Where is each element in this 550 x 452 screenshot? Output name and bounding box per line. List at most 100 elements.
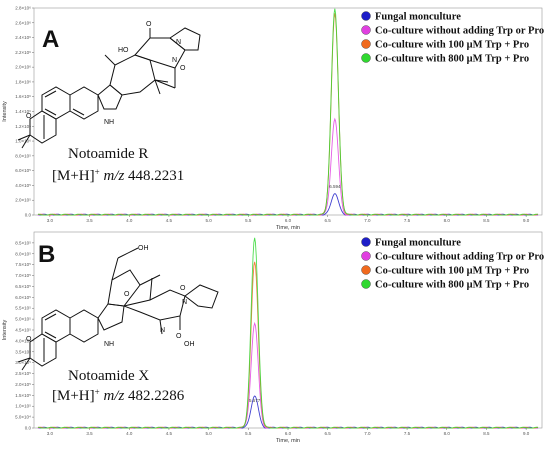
- legend-swatch-b-1: [361, 251, 371, 261]
- y-tick-label-b: 1.5×10⁵: [15, 393, 31, 398]
- notoamide-r-structure-image: HO O NH O N O N: [17, 21, 201, 149]
- svg-text:O: O: [180, 285, 186, 292]
- x-tick-label-a: 5.5: [245, 218, 252, 223]
- x-tick-label-b: 8.0: [444, 431, 451, 436]
- y-tick-label-b: 5.0×10⁵: [15, 317, 31, 322]
- y-tick-label-a: 4.0×10⁵: [15, 183, 31, 188]
- x-tick-label-a: 5.0: [205, 218, 212, 223]
- x-tick-label-b: 4.0: [126, 431, 133, 436]
- y-tick-label-b: 5.0×10⁴: [15, 415, 31, 420]
- legend-label-b-2: Co-culture with 100 μM Trp + Pro: [375, 266, 529, 277]
- peak-label-a: 6.594: [329, 184, 341, 189]
- y-tick-label-a: 8.0×10⁵: [15, 153, 31, 158]
- notoamide-x-structure-image: OH O NH O O N N O OH: [17, 245, 219, 371]
- svg-text:O: O: [26, 113, 32, 120]
- y-tick-label-b: 6.5×10⁵: [15, 284, 31, 289]
- legend-label-a-1: Co-culture without adding Trp or Pro: [375, 26, 544, 37]
- x-tick-label-a: 7.5: [404, 218, 411, 223]
- x-tick-label-b: 7.0: [364, 431, 371, 436]
- legend-label-b-0: Fungal monculture: [375, 238, 461, 249]
- y-tick-label-a: 2.4×10⁶: [15, 35, 31, 40]
- y-tick-label-b: 4.5×10⁵: [15, 328, 31, 333]
- y-tick-label-a: 2.0×10⁶: [15, 65, 31, 70]
- panel-letter-b: B: [38, 241, 55, 268]
- x-tick-label-a: 8.0: [444, 218, 451, 223]
- y-tick-label-b: 1.0×10⁵: [15, 404, 31, 409]
- y-tick-label-a: 6.0×10⁵: [15, 168, 31, 173]
- legend-swatch-a-0: [361, 11, 371, 21]
- x-tick-label-a: 4.5: [166, 218, 173, 223]
- y-tick-label-a: 1.4×10⁶: [15, 109, 31, 114]
- x-tick-label-a: 3.0: [47, 218, 54, 223]
- x-tick-label-b: 6.0: [285, 431, 292, 436]
- svg-text:O: O: [146, 21, 152, 28]
- panel-b: 3.0 3.5 4.0 4.5 5.0 5.5 6.0 6.5 7.0 7.5 8.0 8.5 9.0 0…: [2, 231, 544, 444]
- legend-label-b-3: Co-culture with 800 μM Trp + Pro: [375, 280, 529, 291]
- x-tick-label-a: 9.0: [523, 218, 530, 223]
- y-tick-label-a: 1.2×10⁶: [15, 124, 31, 129]
- y-tick-label-b: 0.0: [25, 426, 32, 431]
- series-trace-b-3: [37, 237, 539, 429]
- compound-name-b: Notoamide X: [68, 368, 149, 384]
- svg-text:N: N: [182, 299, 187, 306]
- y-tick-label-a: 2.0×10⁵: [15, 198, 31, 203]
- y-tick-label-a: 0.0: [25, 213, 32, 218]
- y-tick-label-b: 5.5×10⁵: [15, 306, 31, 311]
- x-tick-label-a: 7.0: [364, 218, 371, 223]
- panel-letter-a: A: [42, 26, 59, 53]
- x-tick-label-b: 3.0: [47, 431, 54, 436]
- legend-swatch-b-2: [361, 265, 371, 275]
- peak-label-b: 5.577: [249, 398, 261, 403]
- svg-text:OH: OH: [138, 245, 149, 252]
- y-tick-label-b: 2.5×10⁵: [15, 371, 31, 376]
- x-tick-label-b: 6.5: [325, 431, 332, 436]
- x-tick-label-a: 3.5: [86, 218, 93, 223]
- svg-text:N: N: [176, 39, 181, 46]
- x-axis-label-b: Time, min: [276, 438, 300, 444]
- x-tick-label-b: 8.5: [483, 431, 490, 436]
- y-tick-label-a: 2.8×10⁶: [15, 6, 31, 11]
- y-tick-label-b: 7.0×10⁵: [15, 273, 31, 278]
- svg-text:O: O: [180, 65, 186, 72]
- x-tick-label-a: 4.0: [126, 218, 133, 223]
- svg-text:OH: OH: [184, 341, 195, 348]
- x-tick-label-b: 9.0: [523, 431, 530, 436]
- ion-mass-b: [M+H]+ m/z 482.2286: [52, 387, 185, 404]
- series-trace-a-3: [37, 8, 539, 216]
- y-tick-label-a: 1.6×10⁶: [15, 94, 31, 99]
- series-trace-a-0: [37, 193, 539, 216]
- ion-mass-a: [M+H]+ m/z 448.2231: [52, 167, 184, 184]
- compound-name-a: Notoamide R: [68, 146, 148, 162]
- y-tick-label-b: 8.0×10⁵: [15, 251, 31, 256]
- y-tick-label-a: 2.2×10⁶: [15, 50, 31, 55]
- legend-swatch-a-3: [361, 53, 371, 63]
- x-tick-label-a: 6.0: [285, 218, 292, 223]
- svg-text:O: O: [26, 336, 32, 343]
- svg-text:NH: NH: [104, 341, 114, 348]
- legend-swatch-b-0: [361, 237, 371, 247]
- chromatogram-plot-b: 3.0 3.5 4.0 4.5 5.0 5.5 6.0 6.5 7.0 7.5 8.0 8.5 9.0 0…: [2, 231, 543, 444]
- legend-label-a-3: Co-culture with 800 μM Trp + Pro: [375, 54, 529, 65]
- svg-text:N: N: [172, 57, 177, 64]
- y-tick-label-b: 2.0×10⁵: [15, 382, 31, 387]
- legend-swatch-a-1: [361, 25, 371, 35]
- y-tick-label-b: 4.0×10⁵: [15, 338, 31, 343]
- x-tick-label-b: 4.5: [166, 431, 173, 436]
- y-axis-label-a: Intensity: [2, 101, 8, 122]
- y-tick-label-b: 3.5×10⁵: [15, 349, 31, 354]
- legend-b: Fungal monculture Co-culture without addi…: [361, 237, 544, 291]
- panel-a: 3.0 3.5 4.0 4.5 5.0 5.5 6.0 6.5 7.0 7.5 8.0 8.5 9.0 0…: [2, 6, 544, 232]
- legend-label-a-0: Fungal monculture: [375, 12, 461, 23]
- y-tick-label-b: 6.0×10⁵: [15, 295, 31, 300]
- x-tick-label-a: 6.5: [325, 218, 332, 223]
- x-tick-label-b: 7.5: [404, 431, 411, 436]
- y-tick-label-b: 3.0×10⁵: [15, 360, 31, 365]
- x-tick-label-b: 5.0: [205, 431, 212, 436]
- legend-label-b-1: Co-culture without adding Trp or Pro: [375, 252, 544, 263]
- x-tick-label-a: 8.5: [483, 218, 490, 223]
- y-tick-label-a: 1.8×10⁶: [15, 79, 31, 84]
- y-tick-label-b: 8.5×10⁵: [15, 240, 31, 245]
- legend-swatch-b-3: [361, 279, 371, 289]
- svg-text:N: N: [160, 327, 165, 334]
